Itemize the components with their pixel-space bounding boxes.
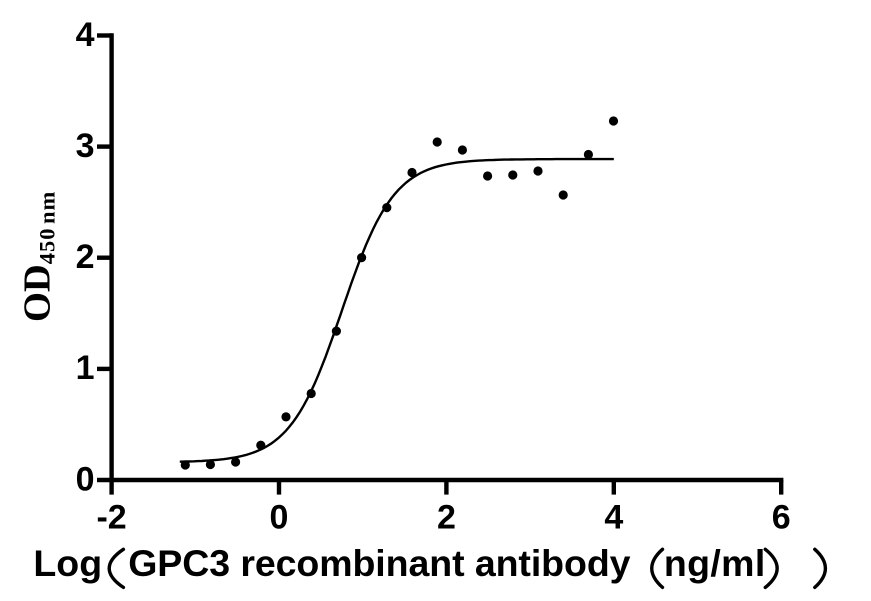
svg-text:0: 0 [270, 498, 289, 536]
svg-text:2: 2 [437, 498, 456, 536]
svg-text:1: 1 [76, 349, 95, 387]
svg-text:3: 3 [76, 127, 95, 165]
svg-text:4: 4 [604, 498, 623, 536]
svg-text:4: 4 [76, 16, 95, 54]
svg-text:ng/ml: ng/ml [664, 542, 766, 584]
svg-text:6: 6 [772, 498, 791, 536]
svg-text:Log: Log [33, 542, 102, 584]
svg-text:GPC3 recombinant antibody: GPC3 recombinant antibody [128, 542, 630, 584]
svg-text:OD450nm: OD450nm [17, 191, 60, 322]
svg-text:-2: -2 [96, 498, 126, 536]
svg-text:2: 2 [76, 238, 95, 276]
svg-text:0: 0 [76, 460, 95, 498]
